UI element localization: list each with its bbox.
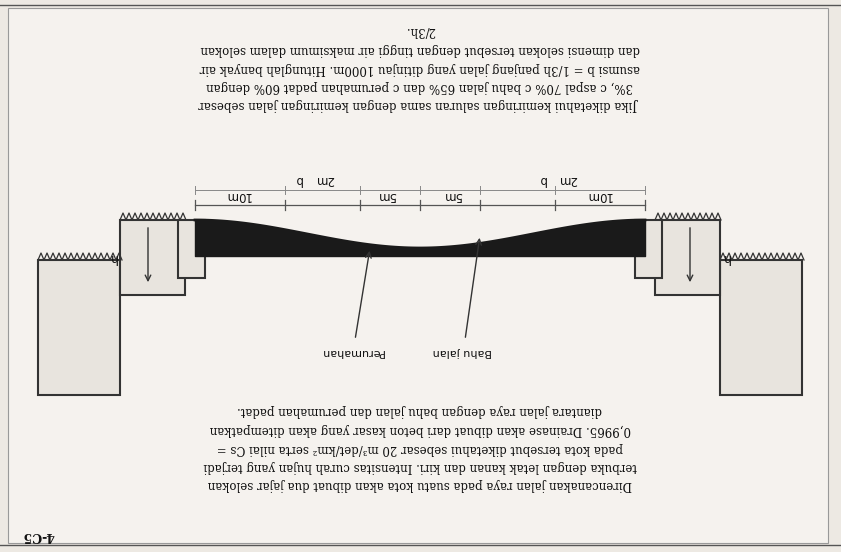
Bar [655,220,720,295]
Text: 2m: 2m [558,173,578,187]
Text: Direncanakan jalan raya pada suatu kota akan dibuat dua jajar selokan
terbuka de: Direncanakan jalan raya pada suatu kota … [204,405,637,491]
Text: Perumahan: Perumahan [320,347,384,357]
Bar [178,220,205,278]
Text: 10m: 10m [584,188,611,201]
Text: b: b [538,173,546,187]
Text: 10m: 10m [224,188,250,201]
Text: Bahu jalan: Bahu jalan [432,347,492,357]
Text: h: h [722,252,730,264]
Bar [635,220,662,278]
Text: b: b [294,173,302,187]
Text: h: h [109,252,117,264]
Bar [38,260,120,395]
Text: 5m: 5m [378,188,396,201]
Text: 2m: 2m [315,173,335,187]
Text: 4-C5: 4-C5 [22,529,55,543]
Text: 5m: 5m [443,188,463,201]
Bar [720,260,802,395]
Text: Jika diketahui kemiringan saluran sama dengan kemiringan jalan sebesar
3%, c asp: Jika diketahui kemiringan saluran sama d… [200,24,640,112]
Bar [120,220,185,295]
